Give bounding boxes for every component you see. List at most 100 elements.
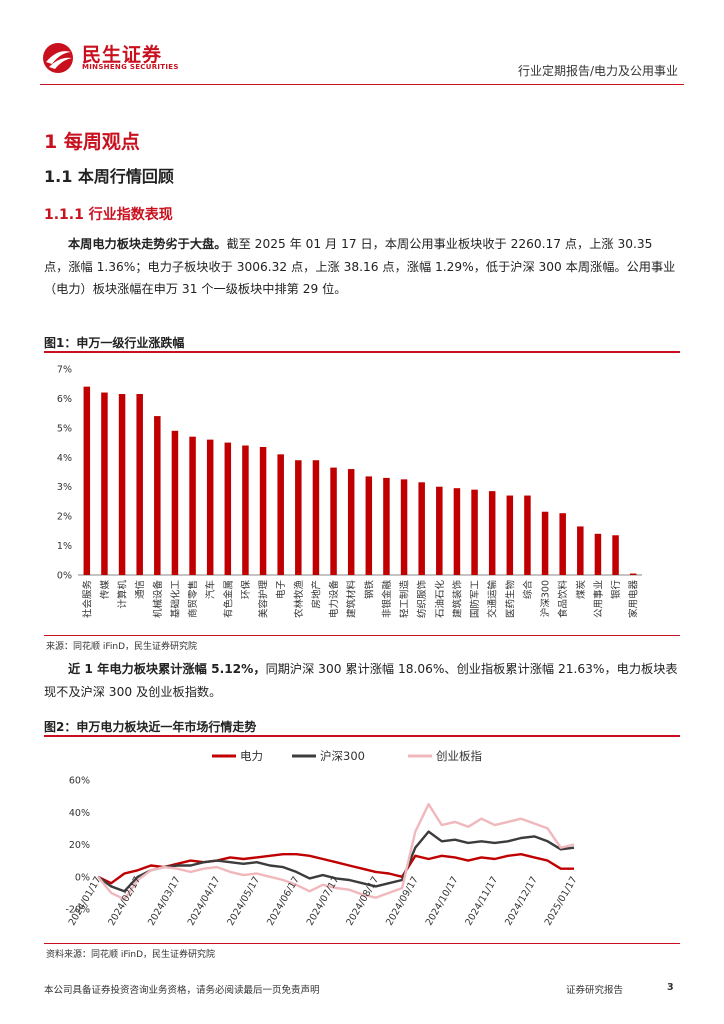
y-tick-label: 3% — [57, 482, 72, 493]
figure-source: 来源：同花顺 iFinD，民生证券研究院 — [46, 642, 198, 652]
bar — [400, 479, 408, 575]
bar — [488, 491, 496, 575]
legend-label: 沪深300 — [320, 749, 365, 763]
x-tick-label: 2024/10/17 — [424, 875, 461, 928]
x-tick-label: 国防军工 — [469, 580, 481, 619]
report-category: 行业定期报告/电力及公用事业 — [517, 64, 678, 78]
x-tick-label: 基础化工 — [169, 580, 181, 619]
series-line — [97, 852, 574, 885]
bar — [101, 392, 108, 575]
figure-title: 图1：申万一级行业涨跌幅 — [44, 336, 185, 350]
x-tick-label: 美容护理 — [258, 580, 270, 619]
y-tick-label: 2% — [57, 512, 72, 523]
y-tick-label: 6% — [57, 394, 72, 405]
x-tick-label: 公用事业 — [592, 580, 604, 618]
bar — [383, 477, 390, 575]
x-tick-label: 传媒 — [99, 580, 111, 600]
series-line — [97, 830, 575, 893]
series-line — [97, 802, 575, 901]
bar — [577, 526, 584, 575]
y-tick-label: 7% — [57, 365, 72, 376]
y-tick-label: 1% — [57, 541, 72, 552]
section-heading: 1 每周观点 — [44, 131, 140, 153]
x-tick-label: 房地产 — [310, 580, 322, 609]
figure-title-rule — [44, 351, 680, 353]
x-tick-label: 2024/12/17 — [503, 875, 540, 928]
bar — [154, 416, 161, 575]
x-tick-label: 2024/07/17 — [305, 875, 342, 928]
figure-title: 图2：申万电力板块近一年市场行情走势 — [44, 720, 257, 734]
bar — [330, 467, 337, 575]
x-tick-label: 有色金属 — [222, 580, 234, 618]
x-tick-label: 2024/06/17 — [265, 875, 302, 928]
x-tick-label: 医药生物 — [504, 580, 516, 619]
x-tick-label: 石油石化 — [434, 580, 446, 619]
logo-text: 民生证券 — [82, 44, 163, 66]
x-tick-label: 2024/03/17 — [146, 875, 183, 928]
x-tick-label: 钢铁 — [363, 580, 375, 600]
bar — [418, 482, 425, 575]
bar — [206, 439, 214, 575]
industry-change-bar-chart: 0% 1% 2% 3% 4% 5% 6% 7% 社会服务 传媒 计算机 通信 机械设备 基础化工 商贸零售汽… — [57, 365, 642, 619]
subsection-heading: 1.1 本周行情回顾 — [44, 167, 174, 186]
paragraph-body: 截至 2025 年 01 月 17 日，本周公用事业板块收于 2260.17 点… — [44, 237, 676, 297]
bar — [541, 511, 549, 575]
paragraph-body: 同期沪深 300 累计涨幅 18.06%、创业指板累计涨幅 21.63%，电力板… — [44, 662, 678, 699]
x-tick-label: 环保 — [240, 580, 252, 600]
minsheng-logo-icon — [43, 43, 73, 73]
bar — [506, 495, 514, 575]
x-tick-label: 轻工制造 — [399, 580, 411, 619]
legend-label: 电力 — [240, 749, 263, 763]
x-tick-label: 2024/04/17 — [186, 875, 223, 928]
bar — [295, 460, 302, 575]
x-tick-label: 2025/01/17 — [543, 875, 580, 928]
header-divider — [40, 84, 684, 85]
x-tick-label: 电力设备 — [328, 580, 340, 619]
x-tick-label: 银行 — [610, 580, 622, 600]
bar — [259, 446, 267, 575]
bar — [524, 495, 531, 575]
bar — [629, 573, 637, 575]
bar — [612, 535, 619, 575]
y-tick-label: 0% — [75, 872, 90, 883]
page-number: 3 — [667, 982, 674, 993]
bar — [242, 445, 249, 575]
x-tick-label: 沪深300 — [540, 580, 552, 617]
x-tick-label: 电子 — [275, 580, 287, 600]
y-tick-label: 5% — [57, 423, 72, 434]
footer-disclaimer: 本公司具备证券投资咨询业务资格，请务必阅读最后一页免责声明 — [44, 985, 320, 996]
x-tick-label: 纺织服饰 — [416, 580, 428, 618]
paragraph-lead: 本周电力板块走势劣于大盘。 — [68, 237, 227, 251]
x-tick-label: 煤炭 — [575, 580, 587, 600]
x-tick-label: 综合 — [522, 580, 534, 600]
subsubsection-heading: 1.1.1 行业指数表现 — [44, 207, 173, 223]
figure-source-rule — [44, 943, 680, 944]
x-tick-label: 计算机 — [117, 580, 129, 609]
paragraph-weekly-summary: 本周电力板块走势劣于大盘。截至 2025 年 01 月 17 日，本周公用事业板… — [44, 233, 680, 301]
bar — [594, 533, 602, 575]
x-tick-label: 2024/05/17 — [225, 875, 262, 928]
logo-text-en: MINSHENG SECURITIES — [82, 63, 179, 71]
bar — [312, 460, 320, 575]
x-tick-label: 通信 — [134, 580, 146, 599]
x-tick-label: 交通运输 — [487, 580, 499, 619]
y-tick-label: 0% — [57, 571, 72, 582]
x-tick-label: 家用电器 — [628, 580, 640, 619]
x-tick-label: 建筑装饰 — [451, 580, 463, 618]
x-tick-label: 2024/11/17 — [463, 875, 500, 928]
paragraph-lead: 近 1 年电力板块累计涨幅 5.12%， — [68, 662, 266, 676]
footer-report-label: 证券研究报告 — [566, 985, 624, 996]
bar — [277, 454, 284, 575]
y-tick-label: 20% — [69, 840, 90, 851]
y-tick-label: -20% — [65, 905, 90, 916]
x-tick-label: 农林牧渔 — [293, 580, 305, 619]
y-tick-label: 60% — [69, 776, 90, 787]
bar — [224, 442, 232, 575]
figure-source-rule — [44, 635, 680, 636]
x-tick-label: 建筑材料 — [346, 580, 358, 619]
y-tick-label: 40% — [69, 808, 90, 819]
legend-label: 创业板指 — [436, 749, 482, 763]
bar — [189, 436, 196, 575]
bar — [436, 486, 443, 575]
x-tick-label: 机械设备 — [152, 580, 164, 619]
